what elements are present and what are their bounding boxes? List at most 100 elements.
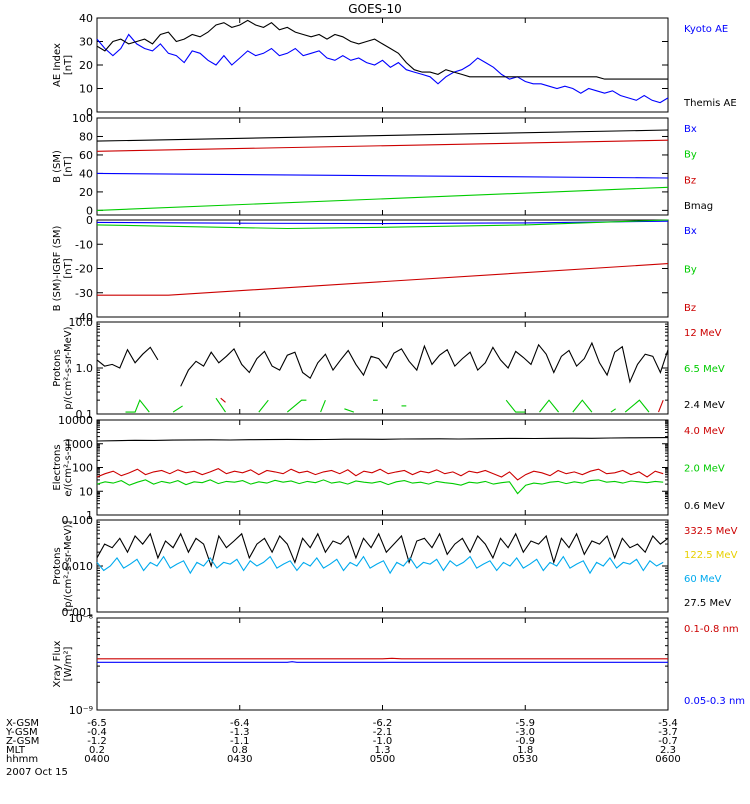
legend-entry: 332.5 MeV [684,526,738,537]
x-axis-value: 0.8 [232,745,248,756]
y-tick-label: 1 [86,509,93,522]
y-tick-label: 1000 [65,438,93,451]
y-tick-label: 100 [72,462,93,475]
y-tick-label: 0.100 [62,514,94,527]
x-axis-value: 0430 [227,754,252,765]
y-tick-label: 10⁻⁹ [69,704,93,717]
y-tick-label: 10⁻⁸ [69,612,94,625]
panel-frame [96,17,669,113]
y-tick-label: 30 [79,36,93,49]
y-tick-label: -10 [75,238,93,251]
x-axis-value: 0.2 [89,745,105,756]
x-axis-value: -0.4 [87,727,107,738]
y-tick-label: 10000 [58,414,93,427]
series-line [610,408,617,413]
y-axis-label: B (SM) [52,150,63,183]
series-line [96,467,664,481]
series-4-0-mev [96,467,664,481]
panel-ae: 0 10 20 30 40 AE Index [nT] Kyoto AE Themis AE [52,12,737,119]
y-axis-label: AE Index [52,43,63,87]
x-axis-value: -5.9 [515,718,535,729]
panel-frame [96,117,669,216]
legend-entry: Bz [684,303,696,314]
series-line [624,399,650,413]
legend-entry: Kyoto AE [684,24,728,35]
plot-title: GOES-10 [348,2,402,16]
series-line [96,479,664,495]
series-0-6-mev [96,437,669,442]
panel-frame [96,419,669,516]
series-line [320,399,326,413]
y-tick-label: 0.010 [62,560,94,573]
y-axis-label: Electrons [52,444,63,490]
x-axis-value: -3.0 [515,727,535,738]
y-tick-label: 0 [86,204,93,217]
y-tick-label: 10.0 [69,316,94,329]
series-line [96,220,669,225]
series-line [220,397,226,403]
series-line [286,399,307,413]
x-axis-value: -1.3 [230,727,250,738]
legend-entry: 0.05-0.3 nm [684,696,745,707]
x-axis-row-label: X-GSM [6,718,39,729]
series-6-5-mev [125,397,650,413]
y-axis-label: [p/(cm²-s-sr-MeV)] [63,520,74,611]
x-axis-value: 2.3 [660,745,676,756]
panel-frame [96,519,669,613]
series-themis-ae [96,19,668,80]
legend-entry: 122.5 MeV [684,550,738,561]
x-axis-value: 0600 [655,754,680,765]
legend-entry: 12 MeV [684,328,722,339]
y-tick-label: 1.0 [76,362,94,375]
y-tick-label: 0 [86,106,93,119]
legend-entry: Bmag [684,201,713,212]
legend-entry: Themis AE [683,98,737,109]
panel-protons_low: 0.1 1.0 10.0 Protons p/(cm²-s-sr-MeV) 12 MeV 6… [52,316,725,421]
series-0-05-0-3-nm [97,661,668,663]
x-axis-date: 2007 Oct 15 [6,767,68,778]
legend-entry: By [684,265,697,276]
series-2-0-mev [96,479,664,495]
series-line [215,397,226,413]
series-line [172,405,183,413]
series-line [97,263,669,296]
series-line [539,399,560,413]
x-axis-value: -1.0 [373,736,393,747]
series-line [657,399,664,413]
y-tick-label: 10 [79,83,93,96]
panel-frame [96,617,669,711]
y-axis-label: Xray Flux [52,640,63,687]
series-line [96,129,669,142]
legend-entry: 0.6 MeV [684,501,725,512]
y-axis-label: [nT] [63,55,74,75]
y-axis-label: Protons [52,349,63,386]
x-axis-value: -2.1 [373,727,393,738]
y-tick-label: 10 [79,485,93,498]
series-kyoto-ae [96,33,669,104]
x-axis-row-label: MLT [6,745,26,756]
series-2-4-mev [96,341,669,387]
x-axis-value: 0500 [370,754,395,765]
y-tick-label: -40 [75,311,93,324]
series-bx [96,172,669,179]
series-line [344,408,355,413]
series-line [96,555,664,575]
series-0-1-0-8-nm [97,657,668,660]
x-axis-value: 1.8 [517,745,533,756]
series-line [96,33,669,104]
series-bz [97,263,669,296]
series-line [180,341,669,387]
series-line [96,346,159,369]
series-by [96,219,669,230]
legend-entry: By [684,150,697,161]
y-tick-label: 0 [86,214,93,227]
series-line [96,532,669,568]
series-line [505,399,526,413]
legend-entry: Bx [684,226,697,237]
y-axis-label: [W/m²] [63,646,74,681]
series-line [96,437,669,442]
series-bx [96,220,669,225]
y-axis-label: Protons [52,547,63,584]
x-axis-value: -6.4 [230,718,250,729]
